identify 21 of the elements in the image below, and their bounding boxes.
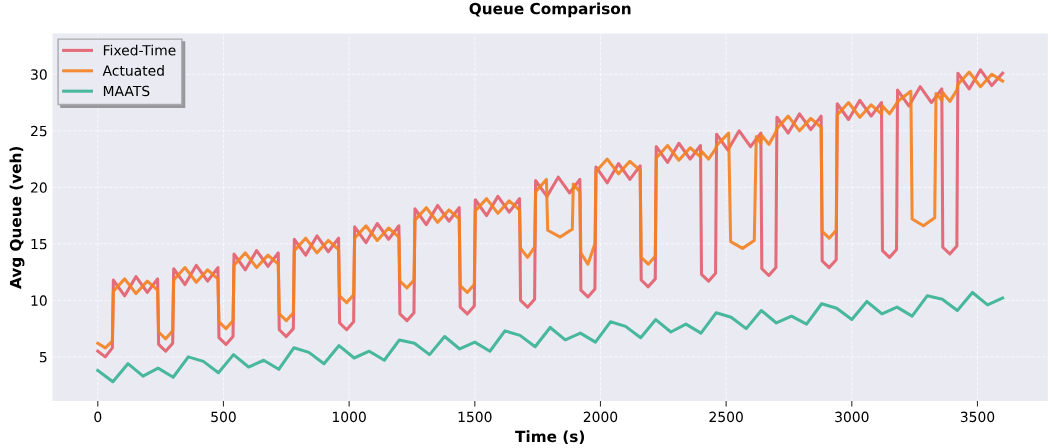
y-tick-label: 5 (39, 352, 47, 363)
chart-title: Queue Comparison (469, 2, 631, 18)
y-tick-label: 20 (31, 182, 47, 193)
y-tick-label: 25 (31, 125, 47, 137)
y-tick-label: 10 (31, 295, 47, 306)
x-tick-label: 3500 (960, 411, 995, 423)
x-tick-label: 1000 (332, 411, 366, 423)
line-series (96, 290, 1005, 384)
x-tick-label: 0 (94, 411, 102, 423)
legend-label: Actuated (102, 65, 164, 76)
legend-label: Fixed-Time (103, 44, 176, 56)
x-tick-label: 500 (211, 411, 236, 423)
y-tick-label: 30 (31, 69, 47, 80)
x-tick-label: 2500 (709, 411, 743, 423)
y-tick-label: 15 (31, 238, 47, 250)
y-axis-title: Avg Queue (veh) (9, 146, 25, 289)
x-axis-title: Time (s) (515, 430, 585, 444)
legend-label: MAATS (103, 85, 150, 97)
x-tick-label: 1500 (458, 411, 492, 423)
x-tick-label: 2000 (583, 411, 618, 423)
x-tick-label: 3000 (835, 411, 869, 423)
